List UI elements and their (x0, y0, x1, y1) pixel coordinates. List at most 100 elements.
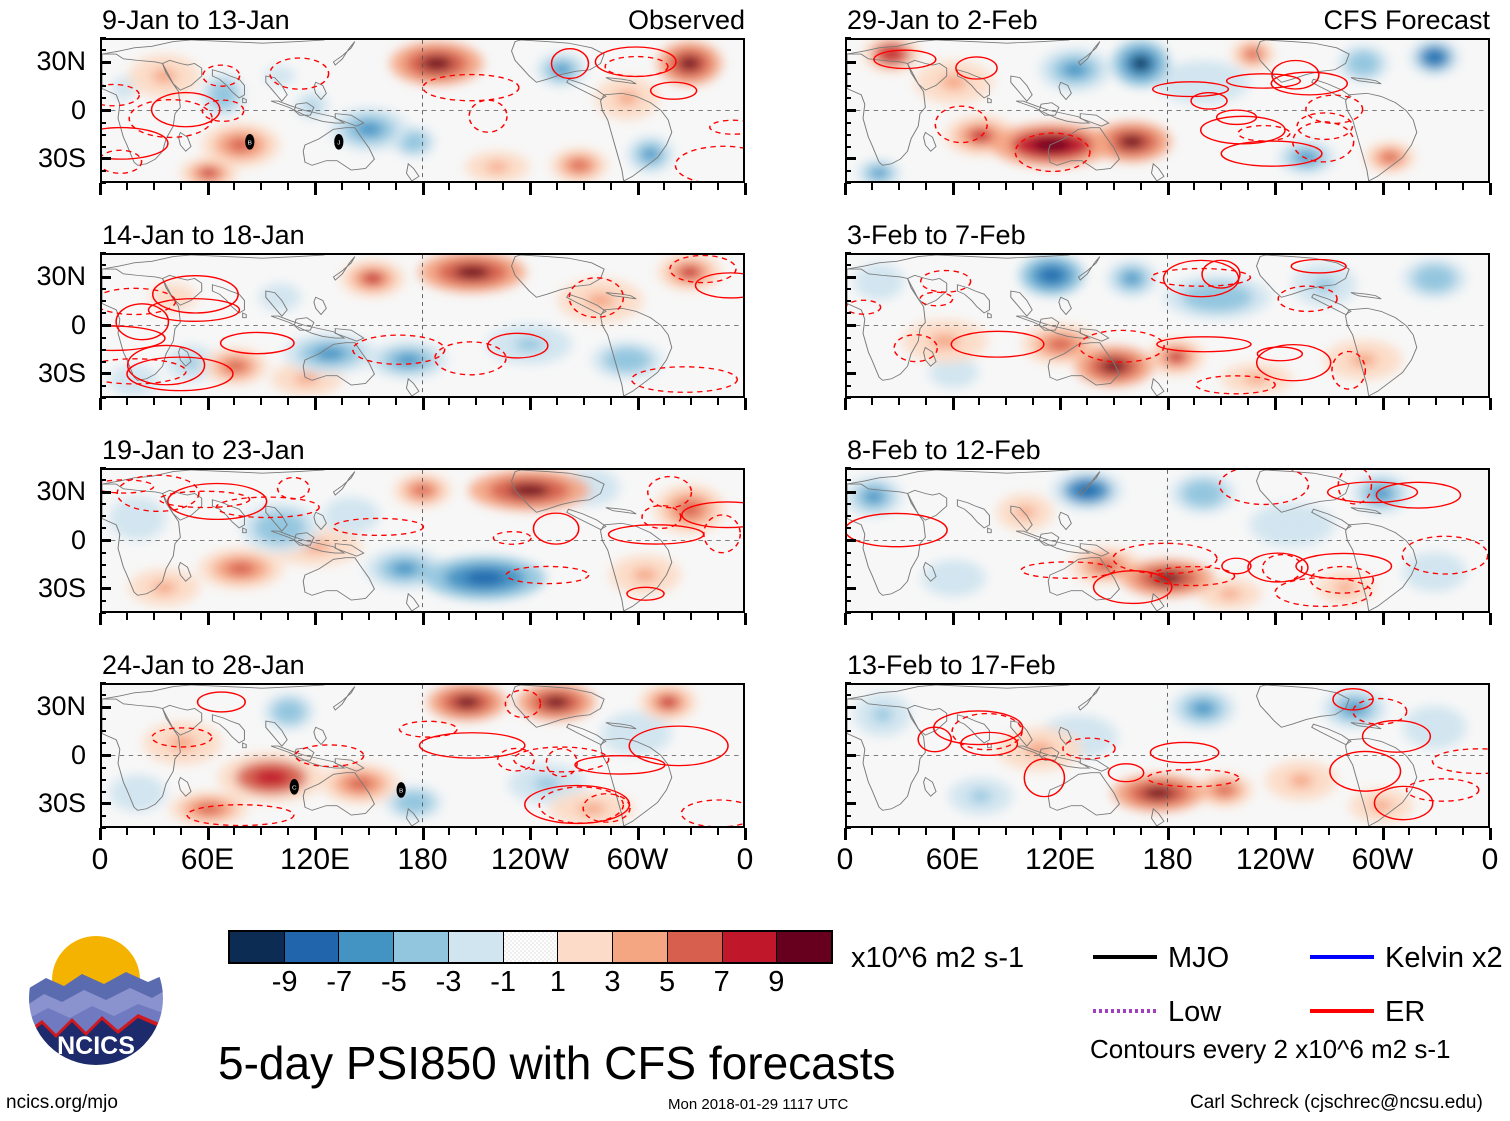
er-contours-fcs-1 (873, 49, 1364, 173)
xtick-obs-3 (340, 613, 343, 620)
xtick-fcs-3 (1435, 613, 1438, 620)
ytick-minor (100, 121, 106, 124)
xtick-obs-1 (99, 183, 102, 195)
ytick-minor (845, 563, 851, 566)
ytick-minor (100, 491, 106, 494)
xtick-fcs-1 (1274, 183, 1277, 195)
xtick-obs-4 (125, 828, 128, 835)
xtick-obs-2 (744, 398, 747, 410)
xtick-fcs-4 (1274, 828, 1277, 840)
xtick-fcs-1 (1462, 183, 1465, 190)
xtick-fcs-1 (1435, 183, 1438, 190)
ytick-minor (100, 85, 106, 88)
xtick-fcs-3 (1489, 613, 1492, 625)
xtick-fcs-4 (1247, 828, 1250, 835)
ytick-minor (100, 827, 106, 829)
map-canvas-fcs-1 (847, 40, 1488, 181)
xtick-fcs-4 (1059, 828, 1062, 840)
xtick-obs-1 (636, 183, 640, 195)
colorbar-cell-3 (394, 932, 449, 962)
xtick-obs-2 (529, 398, 532, 410)
xtick-obs-4 (340, 828, 343, 835)
xaxis-label-right-3: 180 (1142, 843, 1193, 876)
ytick-minor (100, 157, 106, 160)
ytick-minor (100, 372, 106, 375)
ytick-minor (100, 276, 106, 279)
xtick-obs-4 (582, 828, 585, 835)
colorbar-tick-9: 9 (768, 966, 785, 998)
xtick-obs-2 (636, 398, 640, 410)
xtick-fcs-1 (1032, 183, 1035, 190)
xtick-obs-1 (582, 183, 585, 190)
xtick-obs-1 (340, 183, 343, 190)
panel-title-fcs-2: 3-Feb to 7-Feb (847, 220, 1026, 250)
xtick-fcs-4 (1032, 828, 1035, 835)
xtick-obs-3 (206, 613, 210, 625)
xtick-fcs-4 (1408, 828, 1411, 835)
xtick-obs-4 (555, 828, 558, 835)
ytick-minor (845, 182, 851, 184)
xtick-fcs-3 (897, 613, 900, 620)
map-panel-fcs-3 (845, 468, 1490, 613)
xtick-fcs-2 (1462, 398, 1465, 405)
ytick-minor (100, 324, 106, 327)
xaxis-label-left-6: 0 (736, 843, 754, 876)
colorbar-cell-1 (284, 932, 340, 962)
ytick-minor (845, 97, 851, 100)
xtick-fcs-4 (844, 828, 847, 840)
map-panel-obs-2 (100, 253, 745, 398)
ytick-minor (100, 360, 106, 363)
ytick-minor (845, 49, 851, 52)
er-contours-obs-2 (102, 255, 743, 393)
xtick-fcs-2 (1005, 398, 1008, 405)
shaded-field-fcs-1 (857, 40, 1460, 181)
ytick-minor (100, 539, 106, 542)
xtick-fcs-1 (1489, 183, 1492, 195)
ytick-minor (845, 599, 851, 602)
legend-label-1: Kelvin x2 (1385, 942, 1503, 974)
ytick-minor (100, 527, 106, 530)
shaded-field-obs-3 (109, 470, 726, 607)
xtick-fcs-3 (1300, 613, 1303, 620)
svg-text:B: B (399, 789, 403, 795)
xtick-fcs-3 (1193, 613, 1196, 620)
xtick-fcs-4 (1489, 828, 1492, 840)
xtick-fcs-3 (870, 613, 873, 620)
xtick-fcs-3 (1274, 613, 1277, 625)
xtick-obs-4 (529, 828, 532, 840)
xtick-obs-4 (690, 828, 693, 835)
xtick-obs-4 (448, 828, 451, 835)
ylabel-obs-2-2: 30S (37, 357, 86, 388)
xtick-obs-4 (206, 828, 210, 840)
wave-marker-c: C (289, 779, 299, 795)
ytick-minor (845, 276, 851, 279)
xtick-obs-4 (609, 828, 612, 835)
svg-text:B: B (248, 141, 252, 147)
xtick-fcs-3 (1085, 613, 1088, 620)
xtick-fcs-3 (1327, 613, 1330, 620)
xtick-obs-1 (717, 183, 720, 190)
xtick-fcs-2 (870, 398, 873, 405)
xtick-obs-2 (609, 398, 612, 405)
xtick-fcs-2 (978, 398, 981, 405)
colorbar (228, 930, 833, 964)
ytick-minor (845, 85, 851, 88)
shaded-field-fcs-2 (854, 255, 1467, 395)
xtick-obs-1 (125, 183, 128, 190)
map-canvas-obs-3 (102, 470, 743, 611)
xtick-obs-2 (582, 398, 585, 405)
ytick-minor (100, 778, 106, 781)
xtick-fcs-3 (1005, 613, 1008, 620)
xtick-fcs-2 (1435, 398, 1438, 405)
ytick-minor (845, 515, 851, 518)
xtick-obs-1 (260, 183, 263, 190)
shaded-field-obs-4 (109, 685, 697, 826)
xtick-obs-1 (394, 183, 397, 190)
xtick-obs-4 (717, 828, 720, 835)
ncics-logo-svg: NCICS (27, 929, 165, 1067)
xtick-obs-4 (502, 828, 505, 835)
ytick-minor (845, 706, 851, 709)
xtick-obs-1 (502, 183, 505, 190)
ytick-minor (100, 563, 106, 566)
xaxis-label-left-1: 60E (180, 843, 235, 876)
